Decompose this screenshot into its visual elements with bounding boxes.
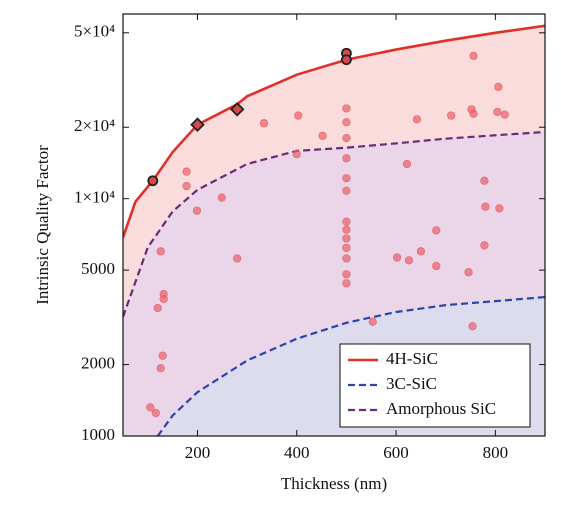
plot-frame [122, 13, 546, 437]
point [342, 234, 351, 243]
point [500, 110, 509, 119]
point [404, 256, 414, 265]
point [259, 119, 269, 128]
point [342, 217, 351, 226]
point [192, 206, 202, 215]
x-tick-label: 200 [185, 443, 211, 462]
point [146, 403, 155, 412]
point [233, 254, 242, 263]
point [342, 225, 351, 234]
point [432, 261, 441, 271]
point [447, 111, 456, 120]
point [342, 104, 351, 113]
point [217, 193, 226, 202]
y-tick-label: 2000 [81, 353, 115, 372]
point [392, 253, 402, 262]
legend-label: Amorphous SiC [386, 399, 496, 418]
point [342, 154, 351, 163]
point [318, 131, 327, 140]
point [190, 117, 205, 132]
point [469, 51, 478, 60]
point [342, 118, 351, 127]
point [481, 202, 490, 211]
point [294, 111, 303, 120]
x-axis-label: Thickness (nm) [281, 474, 387, 493]
point [480, 241, 489, 250]
y-tick-label: 2×10⁴ [74, 116, 115, 135]
point [147, 175, 159, 187]
line [156, 295, 545, 436]
point [494, 82, 503, 91]
y-tick-label: 1×10⁴ [74, 188, 115, 207]
x-tick-label: 400 [284, 443, 310, 462]
point [432, 226, 441, 235]
point [464, 268, 473, 277]
legend-label: 3C-SiC [386, 374, 437, 393]
point [342, 243, 351, 253]
y-axis-label: Intrinsic Quality Factor [33, 145, 52, 305]
point [342, 254, 351, 263]
point [341, 54, 352, 66]
point [229, 102, 245, 117]
point [368, 317, 377, 326]
legend-label: 4H-SiC [386, 349, 438, 368]
y-tick-label: 1000 [81, 425, 115, 444]
y-tick-label: 5000 [81, 259, 115, 278]
point [480, 176, 489, 185]
point [159, 290, 168, 299]
point [151, 408, 160, 418]
y-tick-label: 5×10⁴ [74, 22, 115, 41]
point [342, 186, 351, 195]
point [493, 107, 502, 117]
point [153, 303, 162, 313]
point [402, 159, 412, 169]
point [182, 167, 191, 176]
point [342, 133, 351, 143]
point [342, 279, 351, 288]
x-tick-label: 600 [383, 443, 409, 462]
point [156, 364, 165, 373]
point [342, 270, 351, 279]
point [495, 204, 504, 213]
point [182, 181, 191, 191]
point [468, 322, 477, 331]
point [158, 351, 167, 360]
point [292, 150, 301, 159]
point [412, 115, 422, 124]
point [156, 247, 165, 256]
point [342, 174, 351, 183]
x-tick-label: 800 [483, 443, 509, 462]
point [416, 247, 425, 256]
point [469, 109, 478, 118]
